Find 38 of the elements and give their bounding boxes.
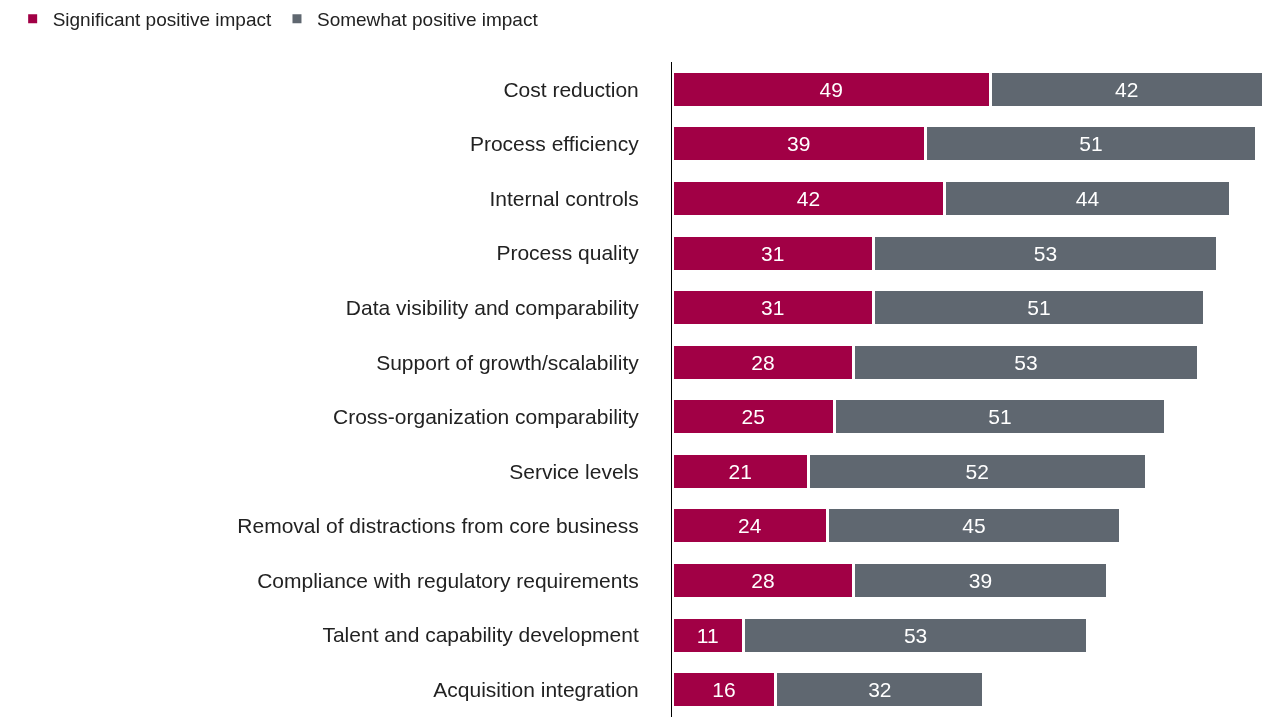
- legend-label: Significant positive impact: [52, 9, 272, 31]
- data-label: 53: [1014, 350, 1038, 374]
- data-label: 51: [988, 405, 1012, 429]
- y-tick-label: Internal controls: [489, 186, 639, 210]
- y-tick-label: Process efficiency: [469, 132, 640, 156]
- legend-label: Somewhat positive impact: [316, 9, 539, 31]
- data-label: 31: [760, 241, 785, 265]
- y-tick-label: Support of growth/scalability: [376, 350, 640, 374]
- y-tick-label: Process quality: [496, 241, 640, 265]
- y-tick-label: Compliance with regulatory requirements: [257, 568, 639, 592]
- data-label: 28: [751, 350, 775, 374]
- data-label: 39: [968, 569, 993, 593]
- data-label: 49: [819, 77, 843, 101]
- data-label: 32: [868, 678, 892, 702]
- y-tick-label: Acquisition integration: [433, 678, 639, 702]
- data-label: 31: [760, 296, 785, 320]
- data-label: 53: [1033, 241, 1058, 265]
- data-label: 51: [1027, 296, 1051, 320]
- data-label: 52: [965, 459, 989, 483]
- y-tick-label: Cost reduction: [503, 77, 639, 101]
- data-label: 11: [696, 623, 719, 647]
- data-label: 44: [1075, 186, 1100, 210]
- data-label: 42: [796, 186, 821, 210]
- data-label: 42: [1114, 77, 1139, 101]
- data-label: 16: [712, 678, 736, 702]
- data-label: 53: [903, 623, 928, 647]
- y-tick-label: Removal of distractions from core business: [237, 514, 639, 538]
- data-label: 45: [962, 514, 986, 538]
- data-label: 21: [728, 459, 752, 483]
- y-tick-label: Talent and capability development: [322, 623, 639, 647]
- y-tick-label: Data visibility and comparability: [345, 295, 640, 319]
- data-label: 24: [738, 514, 762, 538]
- data-label: 51: [1079, 132, 1103, 156]
- y-tick-label: Cross-organization comparability: [333, 405, 640, 429]
- data-label: 28: [751, 569, 775, 593]
- data-label: 39: [786, 132, 811, 156]
- y-tick-label: Service levels: [509, 459, 639, 483]
- data-label: 25: [741, 405, 765, 429]
